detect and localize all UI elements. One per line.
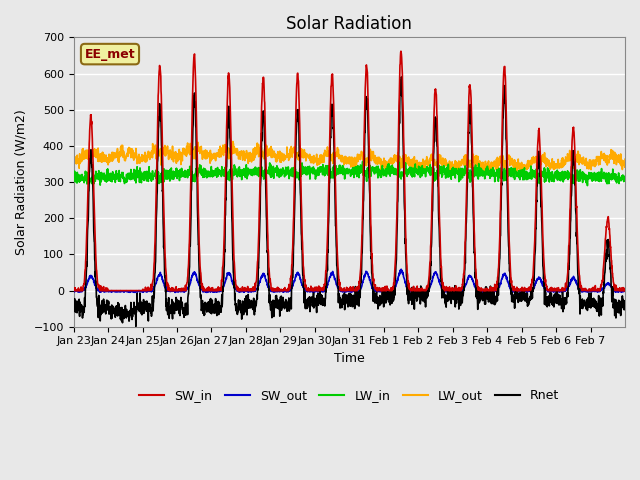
- SW_in: [244, 288, 252, 293]
- LW_out: [229, 139, 237, 144]
- Rnet: [547, 300, 555, 305]
- LW_in: [621, 175, 629, 180]
- LW_out: [547, 160, 555, 166]
- Rnet: [516, 298, 524, 304]
- LW_in: [547, 171, 554, 177]
- LW_out: [383, 160, 390, 166]
- SW_in: [614, 286, 621, 292]
- LW_in: [516, 172, 524, 178]
- X-axis label: Time: Time: [334, 352, 365, 365]
- SW_in: [125, 288, 132, 293]
- Line: Rnet: Rnet: [74, 77, 625, 326]
- LW_out: [244, 153, 252, 159]
- SW_in: [547, 287, 555, 293]
- Rnet: [383, 298, 390, 303]
- Rnet: [132, 324, 140, 329]
- SW_out: [397, 266, 405, 272]
- LW_in: [125, 171, 132, 177]
- LW_out: [516, 160, 524, 166]
- LW_in: [359, 158, 367, 164]
- SW_in: [516, 288, 524, 293]
- LW_in: [244, 172, 252, 178]
- LW_out: [70, 161, 77, 167]
- Line: SW_out: SW_out: [74, 269, 625, 292]
- SW_out: [516, 288, 524, 294]
- LW_out: [614, 157, 621, 163]
- SW_out: [70, 288, 77, 294]
- SW_out: [125, 288, 132, 294]
- SW_in: [70, 287, 77, 293]
- LW_out: [125, 148, 132, 154]
- LW_in: [614, 174, 621, 180]
- Legend: SW_in, SW_out, LW_in, LW_out, Rnet: SW_in, SW_out, LW_in, LW_out, Rnet: [134, 384, 564, 408]
- SW_in: [70, 288, 77, 293]
- SW_in: [383, 288, 390, 293]
- Text: EE_met: EE_met: [84, 48, 135, 60]
- Title: Solar Radiation: Solar Radiation: [286, 15, 412, 33]
- Y-axis label: Solar Radiation (W/m2): Solar Radiation (W/m2): [15, 109, 28, 255]
- Rnet: [621, 307, 629, 312]
- LW_out: [621, 156, 629, 162]
- SW_out: [383, 288, 390, 294]
- Line: LW_out: LW_out: [74, 142, 625, 175]
- SW_in: [397, 48, 404, 54]
- LW_in: [70, 178, 77, 183]
- SW_out: [621, 288, 629, 294]
- Line: LW_in: LW_in: [74, 161, 625, 186]
- SW_out: [203, 289, 211, 295]
- LW_in: [584, 183, 591, 189]
- Rnet: [244, 304, 252, 310]
- Rnet: [397, 74, 405, 80]
- Line: SW_in: SW_in: [74, 51, 625, 290]
- Rnet: [614, 303, 621, 309]
- LW_out: [486, 172, 493, 178]
- SW_in: [621, 288, 629, 293]
- SW_out: [614, 289, 621, 295]
- SW_out: [244, 288, 252, 294]
- LW_in: [383, 170, 390, 176]
- Rnet: [70, 304, 77, 310]
- Rnet: [125, 309, 132, 314]
- SW_out: [547, 288, 555, 294]
